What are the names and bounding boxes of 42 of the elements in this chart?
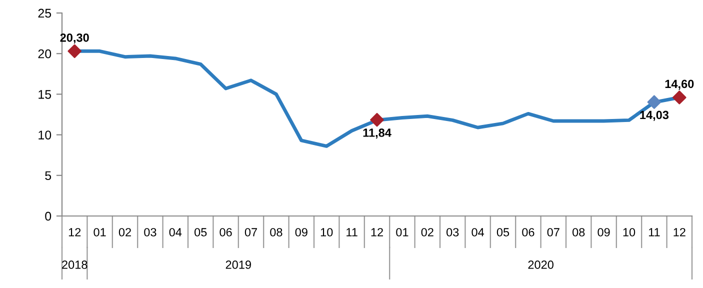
- x-tick-label: 03: [144, 228, 156, 236]
- y-tick-label: 20: [38, 49, 52, 58]
- x-tick-label: 07: [244, 228, 257, 236]
- data-label: 20,30: [60, 33, 89, 44]
- point: [68, 44, 82, 58]
- x-tick-label: 04: [169, 228, 182, 236]
- y-tick-label: 5: [45, 171, 52, 180]
- y-tick-label: 10: [38, 130, 52, 140]
- x-tick-label: 07: [547, 228, 560, 236]
- point: [647, 95, 662, 109]
- x-tick-label: 01: [94, 228, 106, 236]
- x-tick-label: 06: [220, 228, 232, 236]
- x-tick-label: 10: [623, 228, 636, 236]
- x-tick-label: 10: [320, 228, 333, 236]
- x-tick-label: 04: [472, 228, 484, 236]
- text: 2020: [528, 260, 554, 269]
- x-tick-label: 05: [496, 228, 510, 236]
- x-tick-label: 01: [396, 228, 408, 236]
- y-tick-label: 0: [45, 212, 52, 221]
- x-tick-label: 09: [598, 228, 610, 236]
- x-tick-label: 08: [270, 228, 282, 236]
- x-tick-label: 08: [572, 228, 585, 236]
- x-tick-label: 11: [648, 228, 660, 236]
- x-tick-label: 03: [446, 228, 459, 236]
- data-label: 14,03: [640, 110, 669, 121]
- point: [672, 90, 686, 104]
- text: 2018: [62, 260, 88, 269]
- data-label: 11,84: [363, 128, 392, 139]
- y-tick-label: 25: [38, 8, 52, 18]
- x-tick-label: 12: [371, 228, 383, 236]
- x-tick-label: 02: [421, 228, 434, 236]
- x-tick-label: 09: [295, 228, 308, 236]
- x-tick-label: 12: [674, 228, 686, 236]
- text: 2019: [226, 260, 251, 269]
- point: [370, 112, 384, 127]
- x-tick-label: 12: [68, 228, 81, 236]
- x-tick-label: 06: [522, 228, 534, 236]
- y-tick-label: 15: [38, 90, 52, 99]
- x-tick-label: 11: [346, 228, 358, 236]
- x-tick-label: 05: [194, 228, 207, 236]
- data-label: 14,60: [665, 80, 694, 90]
- x-tick-label: 02: [118, 228, 131, 236]
